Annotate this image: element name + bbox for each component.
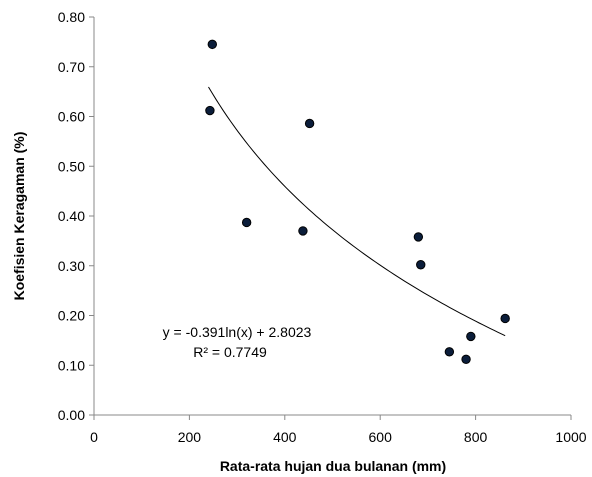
data-point (466, 331, 476, 342)
r-squared-value: R² = 0.7749 (193, 344, 267, 360)
x-tick-label: 200 (178, 429, 202, 445)
data-point (444, 347, 455, 357)
x-tick-label: 1000 (555, 429, 586, 445)
data-point (500, 313, 510, 324)
y-axis-title: Koefisien Keragaman (%) (11, 132, 27, 301)
x-tick-label: 0 (90, 429, 98, 445)
y-tick-label: 0.50 (58, 158, 85, 174)
x-tick-label: 400 (273, 429, 297, 445)
data-point (207, 39, 217, 50)
data-points (205, 39, 510, 364)
data-point (304, 118, 315, 129)
data-point (416, 260, 426, 270)
y-tick-label: 0.10 (58, 357, 85, 373)
y-tick-label: 0.70 (58, 59, 85, 75)
x-axis-title: Rata-rata hujan dua bulanan (mm) (220, 458, 446, 474)
y-tick-label: 0.30 (58, 258, 85, 274)
x-axis-ticks: 0 200 400 600 800 1000 (90, 415, 587, 445)
data-point (413, 232, 424, 242)
y-tick-label: 0.20 (58, 308, 85, 324)
x-tick-label: 600 (369, 429, 393, 445)
y-axis-ticks: 0.00 0.10 0.20 0.30 0.40 0.50 0.60 0.70 0.80 (58, 9, 94, 423)
x-tick-label: 800 (464, 429, 488, 445)
y-tick-label: 0.60 (58, 109, 85, 125)
y-tick-label: 0.40 (58, 208, 85, 224)
logarithmic-trendline (208, 86, 506, 337)
axes (93, 17, 571, 416)
y-tick-label: 0.80 (58, 9, 85, 25)
data-point (241, 217, 252, 228)
data-point (461, 354, 471, 364)
data-point (205, 105, 215, 116)
y-tick-label: 0.00 (58, 407, 85, 423)
trendline-equation: y = -0.391ln(x) + 2.8023 (163, 324, 312, 340)
data-point (298, 226, 308, 236)
